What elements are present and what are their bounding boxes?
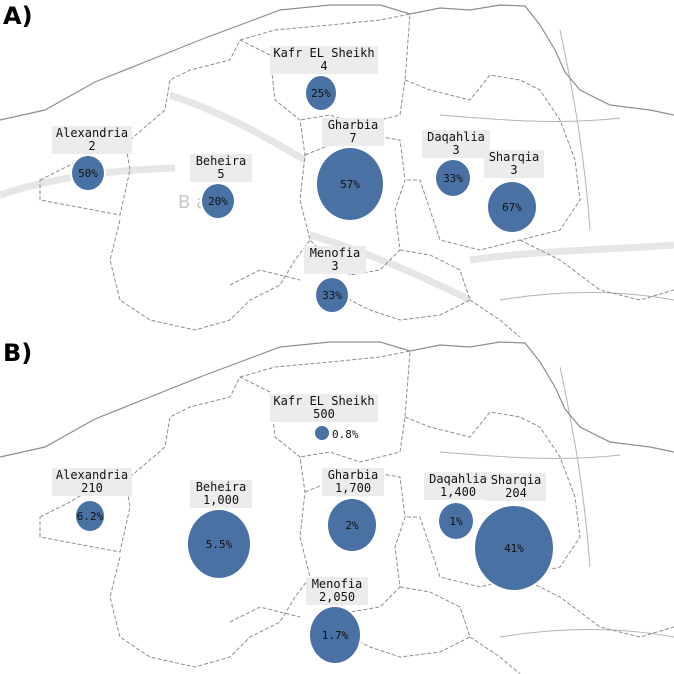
region-name: Daqahlia <box>427 130 485 144</box>
region-name: Beheira <box>195 480 247 494</box>
bubble-pct: 67% <box>502 200 522 214</box>
bubble-pct: 1.7% <box>321 628 349 642</box>
region-label-menofia: Menofia 3 <box>304 246 366 274</box>
region-name: Menofia <box>309 246 361 260</box>
bubble-pct: 20% <box>208 194 228 208</box>
bubble-sharqia[interactable]: 41% <box>473 504 555 592</box>
bubble-pct: 2% <box>345 518 359 532</box>
region-count: 500 <box>313 407 335 421</box>
region-name: Beheira <box>195 154 247 168</box>
region-name: Alexandria <box>55 126 129 140</box>
bubble-pct: 41% <box>504 541 524 555</box>
panel-letter: A) <box>3 2 33 30</box>
bubble-gharbia[interactable]: 2% <box>326 497 378 553</box>
bubble-pct: 0.8% <box>332 428 359 441</box>
region-count: 3 <box>452 143 460 157</box>
panel-b: B) Kafr EL Sheikh 500 0.8% Alexandria 21… <box>0 337 674 674</box>
region-name: Gharbia <box>327 468 379 482</box>
region-label-sharqia: Sharqia 204 <box>486 473 546 501</box>
bubble-daqahlia[interactable]: 33% <box>434 158 472 198</box>
map-background-label: B a <box>178 192 208 213</box>
region-count: 210 <box>81 481 103 495</box>
region-name: Sharqia <box>488 150 540 164</box>
region-count: 4 <box>320 59 328 73</box>
map-a <box>0 4 674 337</box>
region-count: 5 <box>217 167 225 181</box>
bubble-pct: 57% <box>340 177 360 191</box>
region-count: 204 <box>505 486 527 500</box>
panel-letter: B) <box>3 339 33 367</box>
bubble-sharqia[interactable]: 67% <box>486 180 538 234</box>
region-count: 2 <box>88 139 96 153</box>
bubble-alexandria[interactable]: 6.2% <box>74 499 106 533</box>
region-name: Kafr EL Sheikh <box>273 46 375 60</box>
region-name: Kafr EL Sheikh <box>273 394 375 408</box>
region-count: 1,000 <box>202 493 240 507</box>
region-name: Menofia <box>311 577 363 591</box>
region-label-gharbia: Gharbia 1,700 <box>322 468 384 496</box>
region-name: Alexandria <box>55 468 129 482</box>
bubble-gharbia[interactable]: 57% <box>315 146 385 222</box>
bubble-pct: 25% <box>311 86 331 100</box>
bubble-pct: 5.5% <box>205 537 233 551</box>
region-label-daqahlia: Daqahlia 1,400 <box>424 472 492 500</box>
region-name: Sharqia <box>490 473 542 487</box>
bubble-daqahlia[interactable]: 1% <box>437 501 475 541</box>
region-label-kafr-el-sheikh: Kafr EL Sheikh 500 <box>270 394 378 422</box>
region-count: 3 <box>331 259 339 273</box>
bubble-beheira[interactable]: 20% <box>200 182 236 220</box>
bubble-beheira[interactable]: 5.5% <box>186 508 252 580</box>
bubble-pct: 33% <box>443 171 463 185</box>
bubble-pct: 33% <box>322 288 342 302</box>
bubble-pct: 50% <box>78 166 98 180</box>
region-label-alexandria: Alexandria 210 <box>52 468 132 496</box>
bubble-pct: 1% <box>449 514 463 528</box>
region-label-gharbia: Gharbia 7 <box>322 118 384 146</box>
region-count: 3 <box>510 163 518 177</box>
region-name: Daqahlia <box>429 472 487 486</box>
region-count: 7 <box>349 131 357 145</box>
region-label-alexandria: Alexandria 2 <box>52 126 132 154</box>
region-label-beheira: Beheira 5 <box>190 154 252 182</box>
bubble-pct: 6.2% <box>76 509 104 523</box>
region-count: 2,050 <box>318 590 356 604</box>
region-label-daqahlia: Daqahlia 3 <box>422 130 490 158</box>
region-label-kafr-el-sheikh: Kafr EL Sheikh 4 <box>270 46 378 74</box>
bubble-kafr-el-sheikh[interactable]: 25% <box>304 74 338 112</box>
region-name: Gharbia <box>327 118 379 132</box>
region-label-sharqia: Sharqia 3 <box>484 150 544 178</box>
bubble-menofia[interactable]: 1.7% <box>308 605 362 665</box>
bubble-kafr-el-sheikh[interactable] <box>313 424 331 442</box>
panel-a: A) B a Kafr EL Sheikh 4 25% Alexandria 2… <box>0 0 674 337</box>
region-label-menofia: Menofia 2,050 <box>306 577 368 605</box>
bubble-menofia[interactable]: 33% <box>314 276 350 314</box>
region-count: 1,700 <box>334 481 372 495</box>
bubble-alexandria[interactable]: 50% <box>70 154 106 192</box>
region-label-beheira: Beheira 1,000 <box>190 480 252 508</box>
region-count: 1,400 <box>439 485 477 499</box>
